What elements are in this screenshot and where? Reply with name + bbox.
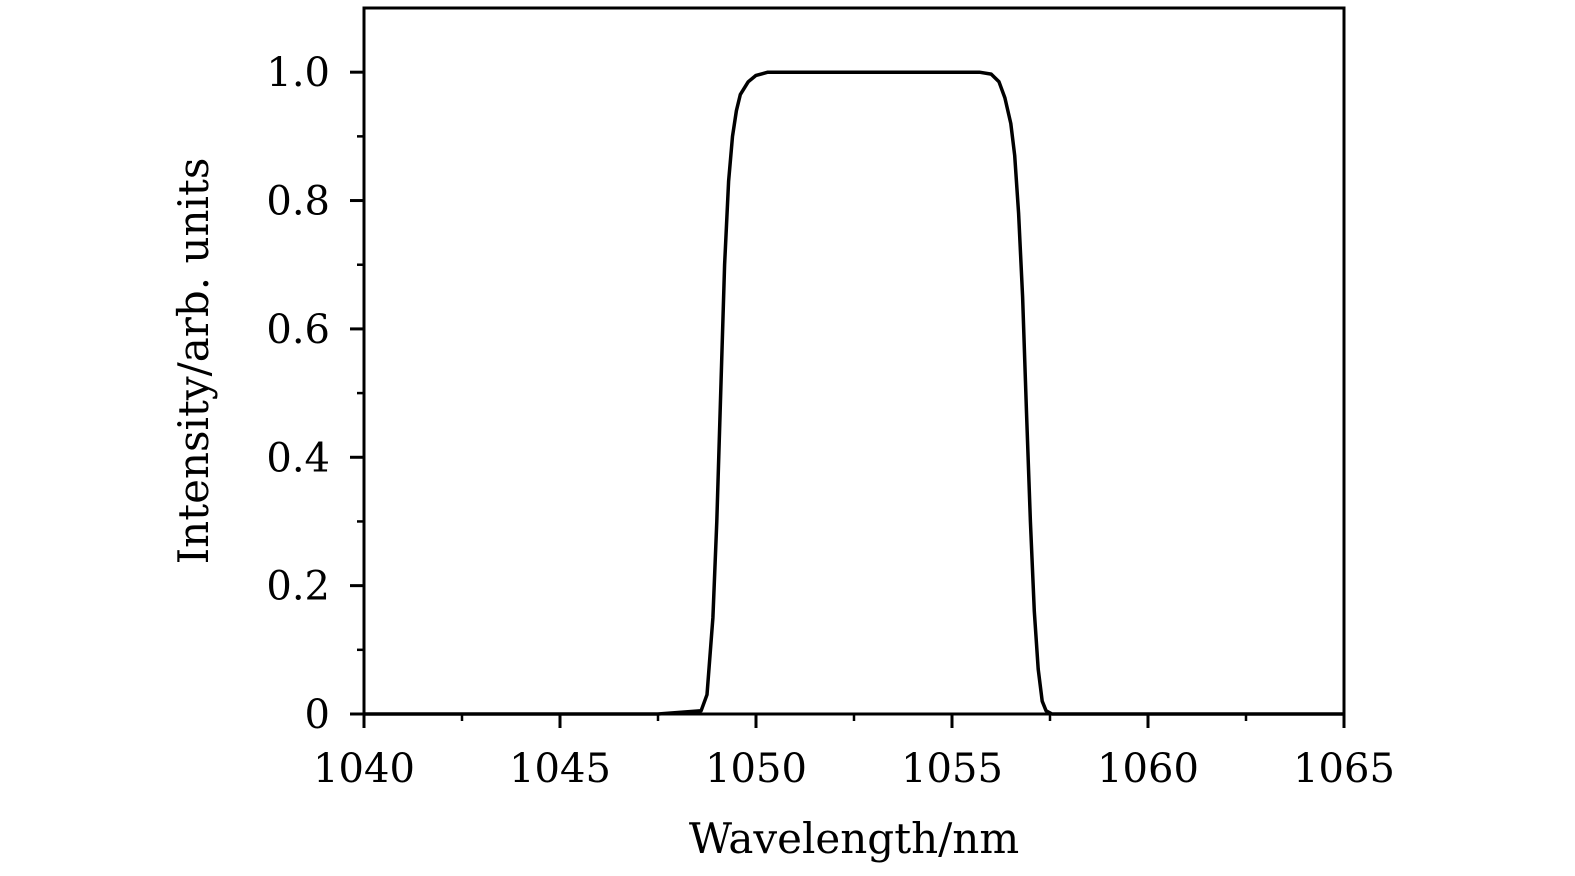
y-axis-ticks xyxy=(350,70,364,716)
plot-frame xyxy=(362,6,1346,716)
x-axis-ticks xyxy=(362,714,1346,728)
y-tick-label: 0 xyxy=(305,692,330,738)
x-tick-label: 1045 xyxy=(509,746,611,792)
spectrum-line xyxy=(364,70,1344,716)
y-tick-label: 0.2 xyxy=(266,564,330,610)
x-axis-tick-labels: 1040 1045 1050 1055 1060 1065 xyxy=(313,746,1395,792)
x-tick-label: 1060 xyxy=(1097,746,1199,792)
y-axis-tick-labels: 0 0.2 0.4 0.6 0.8 1.0 xyxy=(266,50,330,738)
y-axis-title: Intensity/arb. units xyxy=(169,158,218,565)
y-tick-label: 0.8 xyxy=(266,179,330,225)
y-tick-label: 0.4 xyxy=(266,435,330,481)
x-tick-label: 1040 xyxy=(313,746,415,792)
y-tick-label: 1.0 xyxy=(266,50,330,96)
x-axis-title: Wavelength/nm xyxy=(689,814,1019,863)
y-tick-label: 0.6 xyxy=(266,307,330,353)
x-tick-label: 1055 xyxy=(901,746,1003,792)
x-tick-label: 1050 xyxy=(705,746,807,792)
x-tick-label: 1065 xyxy=(1293,746,1395,792)
